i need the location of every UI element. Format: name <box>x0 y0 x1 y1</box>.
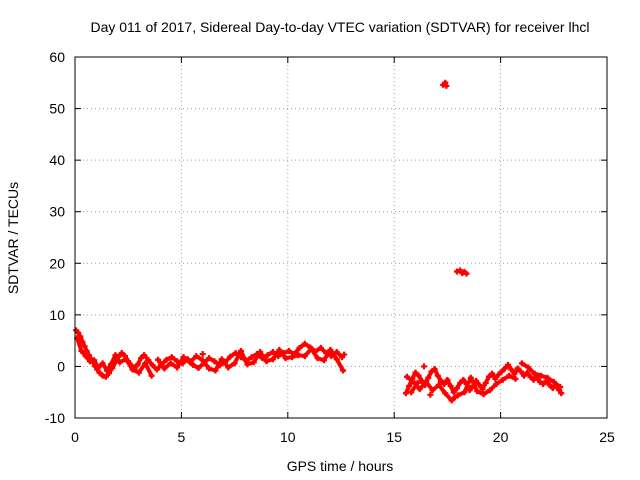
x-axis-label: GPS time / hours <box>287 458 394 474</box>
x-tick-label: 5 <box>178 429 186 445</box>
y-tick-label: 50 <box>49 101 65 117</box>
data-trail-segment <box>507 373 518 381</box>
x-tick-label: 20 <box>493 429 509 445</box>
x-tick-label: 10 <box>280 429 296 445</box>
data-trail-segment <box>143 361 154 378</box>
y-tick-label: 20 <box>49 255 65 271</box>
y-tick-label: 60 <box>49 49 65 65</box>
data-trail-segment <box>175 355 186 370</box>
data-point <box>420 363 427 370</box>
data-trail-segment <box>334 349 345 360</box>
y-axis-label: SDTVAR / TECUs <box>5 182 21 294</box>
data-trail-segment <box>557 388 564 396</box>
data-trail-segment <box>409 380 420 395</box>
data-trail-segment <box>468 375 480 394</box>
y-tick-label: 0 <box>57 358 65 374</box>
data-trail-segment <box>334 357 346 373</box>
data-trail-segment <box>124 357 135 372</box>
data-point <box>199 351 206 358</box>
chart-title: Day 011 of 2017, Sidereal Day-to-day VTE… <box>90 19 589 35</box>
data-trail-segment <box>443 80 449 88</box>
data-points <box>73 79 565 404</box>
data-trail-segment <box>551 379 563 390</box>
y-tick-label: -10 <box>45 410 65 426</box>
plot-frame <box>74 56 608 419</box>
x-tick-label: 25 <box>599 429 615 445</box>
data-trail-segment <box>462 270 469 276</box>
x-tick-label: 15 <box>386 429 402 445</box>
x-tick-label: 0 <box>71 429 79 445</box>
y-tick-label: 10 <box>49 307 65 323</box>
y-tick-label: 40 <box>49 152 65 168</box>
y-tick-label: 30 <box>49 204 65 220</box>
data-trail-segment <box>238 348 250 367</box>
data-trail-segment <box>75 336 84 353</box>
data-point <box>427 391 434 398</box>
